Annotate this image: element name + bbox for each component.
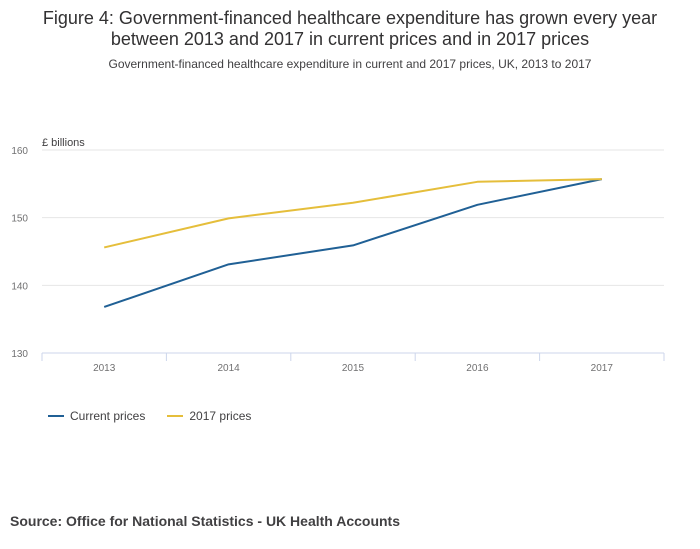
x-tick-label: 2013: [93, 363, 116, 374]
chart-title: Figure 4: Government-financed healthcare…: [42, 8, 658, 49]
source-note: Source: Office for National Statistics -…: [10, 513, 400, 529]
legend: Current prices 2017 prices: [48, 409, 251, 423]
legend-swatch-current: [48, 415, 64, 417]
chart-subtitle: Government-financed healthcare expenditu…: [108, 57, 592, 71]
x-tick-label: 2017: [591, 363, 614, 374]
y-axis-ticks: 130 140 150 160: [11, 146, 28, 360]
y-tick-label: 140: [11, 281, 28, 292]
series-line-current[interactable]: [103, 178, 603, 308]
x-tick-label: 2016: [466, 363, 489, 374]
y-tick-label: 130: [11, 349, 28, 360]
x-tick-label: 2014: [217, 363, 240, 374]
x-tick-label: 2015: [342, 363, 365, 374]
legend-item-current[interactable]: Current prices: [48, 409, 145, 423]
series-lines: [103, 178, 603, 308]
gridlines: [42, 149, 664, 354]
y-axis-label: £ billions: [42, 137, 85, 149]
legend-swatch-2017: [167, 415, 184, 417]
legend-item-2017[interactable]: 2017 prices: [167, 409, 251, 423]
legend-label-current: Current prices: [70, 409, 146, 423]
series-line-2017[interactable]: [103, 178, 602, 249]
y-tick-label: 160: [11, 146, 28, 157]
x-axis: 2013 2014 2015 2016 2017: [41, 353, 665, 374]
y-tick-label: 150: [11, 214, 28, 225]
legend-label-2017: 2017 prices: [189, 409, 252, 423]
